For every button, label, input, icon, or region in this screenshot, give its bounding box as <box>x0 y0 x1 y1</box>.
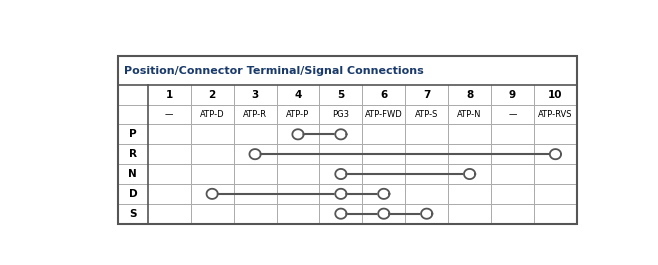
Text: 7: 7 <box>423 90 430 100</box>
Polygon shape <box>336 189 347 199</box>
Text: S: S <box>129 209 137 219</box>
Text: ATP-RVS: ATP-RVS <box>538 110 572 119</box>
Text: 1: 1 <box>166 90 173 100</box>
Text: ATP-P: ATP-P <box>286 110 310 119</box>
Polygon shape <box>378 189 390 199</box>
Text: 10: 10 <box>548 90 563 100</box>
Text: ATP-FWD: ATP-FWD <box>365 110 403 119</box>
Text: P: P <box>129 129 137 139</box>
Polygon shape <box>336 129 347 139</box>
Text: 9: 9 <box>509 90 516 100</box>
Text: ATP-S: ATP-S <box>415 110 438 119</box>
Text: R: R <box>129 149 137 159</box>
Polygon shape <box>378 209 390 219</box>
Text: D: D <box>128 189 137 199</box>
Polygon shape <box>336 169 347 179</box>
Text: 3: 3 <box>251 90 259 100</box>
Text: 2: 2 <box>209 90 216 100</box>
Text: 5: 5 <box>338 90 345 100</box>
Text: ATP-R: ATP-R <box>243 110 267 119</box>
Polygon shape <box>464 169 475 179</box>
Text: Position/Connector Terminal/Signal Connections: Position/Connector Terminal/Signal Conne… <box>124 65 424 76</box>
Text: ATP-N: ATP-N <box>457 110 482 119</box>
Text: ATP-D: ATP-D <box>200 110 224 119</box>
Text: 6: 6 <box>380 90 388 100</box>
Polygon shape <box>336 209 347 219</box>
Polygon shape <box>207 189 218 199</box>
Bar <box>118 56 577 224</box>
Polygon shape <box>421 209 432 219</box>
Text: 8: 8 <box>466 90 473 100</box>
Polygon shape <box>292 129 303 139</box>
Text: PG3: PG3 <box>332 110 349 119</box>
Text: N: N <box>128 169 138 179</box>
Text: 4: 4 <box>294 90 301 100</box>
Polygon shape <box>550 149 561 159</box>
Polygon shape <box>249 149 261 159</box>
Text: —: — <box>165 110 174 119</box>
Text: —: — <box>509 110 517 119</box>
